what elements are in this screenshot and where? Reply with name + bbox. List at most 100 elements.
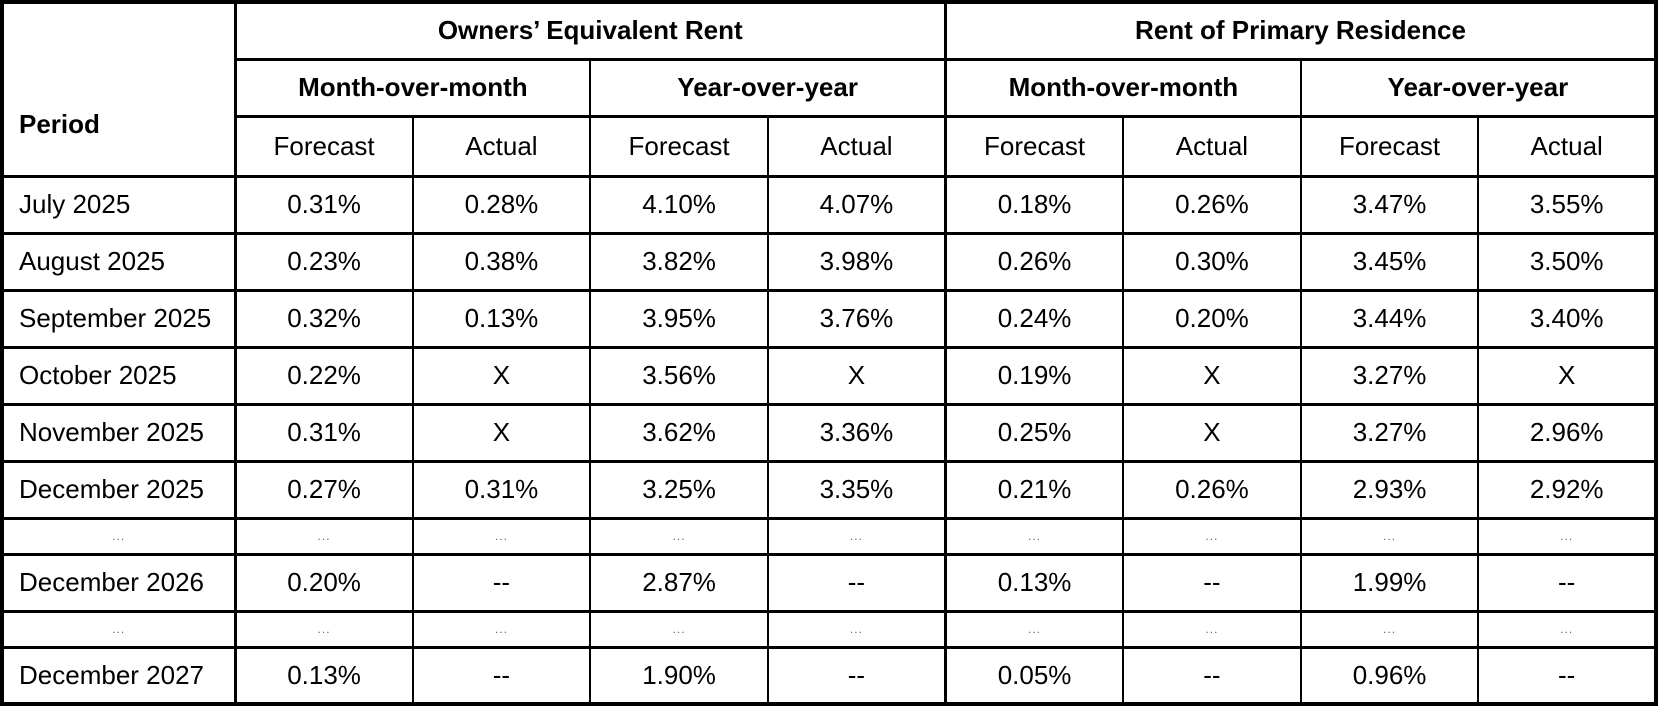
- value-cell: ...: [1122, 516, 1302, 556]
- measure-header-actual: Actual: [766, 114, 947, 178]
- value-cell: 3.56%: [589, 345, 769, 406]
- value-cell: 0.20%: [234, 552, 414, 613]
- value-cell: 3.98%: [766, 231, 947, 292]
- subgroup-header-oer-mom: Month-over-month: [233, 57, 592, 118]
- measure-header-forecast: Forecast: [589, 114, 769, 178]
- value-cell: ...: [411, 609, 592, 649]
- table-header: Period Owners’ Equivalent Rent Rent of P…: [1, 0, 1658, 178]
- period-cell: August 2025: [1, 231, 237, 292]
- value-cell: 2.87%: [589, 552, 769, 613]
- value-cell: 0.31%: [411, 459, 592, 520]
- value-cell: 2.96%: [1477, 402, 1657, 463]
- table-row: September 2025 0.32% 0.13% 3.95% 3.76% 0.24% 0…: [1, 288, 1657, 349]
- value-cell: 3.62%: [589, 402, 769, 463]
- value-cell: 0.24%: [944, 288, 1125, 349]
- value-cell: ...: [1122, 609, 1302, 649]
- value-cell: 0.31%: [234, 402, 414, 463]
- group-header-owners-equivalent-rent: Owners’ Equivalent Rent: [234, 0, 947, 61]
- table-row: December 2026 0.20% -- 2.87% -- 0.13% -- 1.99% -…: [1, 552, 1657, 613]
- value-cell: 4.07%: [766, 174, 947, 235]
- value-cell: ...: [1477, 516, 1657, 556]
- subgroup-header-oer-yoy: Year-over-year: [589, 57, 948, 118]
- measure-header-forecast: Forecast: [944, 114, 1125, 178]
- value-cell: ...: [234, 516, 414, 556]
- value-cell: X: [411, 402, 592, 463]
- measure-header-actual: Actual: [411, 114, 592, 178]
- value-cell: 0.30%: [1122, 231, 1302, 292]
- value-cell: 3.35%: [766, 459, 947, 520]
- value-cell: ...: [589, 609, 769, 649]
- value-cell: 0.13%: [411, 288, 592, 349]
- value-cell: 0.27%: [234, 459, 414, 520]
- value-cell: ...: [589, 516, 769, 556]
- table-row: August 2025 0.23% 0.38% 3.82% 3.98% 0.26% 0.30…: [1, 231, 1657, 292]
- value-cell: 3.36%: [766, 402, 947, 463]
- value-cell: ...: [234, 609, 414, 649]
- value-cell: 3.27%: [1299, 345, 1480, 406]
- value-cell: 3.47%: [1299, 174, 1480, 235]
- ellipsis-row: ...........................: [1, 609, 1657, 649]
- value-cell: ...: [411, 516, 592, 556]
- value-cell: 0.31%: [234, 174, 414, 235]
- value-cell: 2.92%: [1477, 459, 1657, 520]
- value-cell: X: [1122, 345, 1302, 406]
- table-body: July 2025 0.31% 0.28% 4.10% 4.07% 0.18% 0.26% 3…: [1, 174, 1657, 706]
- value-cell: 3.25%: [589, 459, 769, 520]
- table-row: July 2025 0.31% 0.28% 4.10% 4.07% 0.18% 0.26% 3…: [1, 174, 1657, 235]
- period-cell: ...: [1, 516, 237, 556]
- value-cell: 1.90%: [589, 645, 769, 706]
- value-cell: 0.22%: [234, 345, 414, 406]
- value-cell: 0.96%: [1299, 645, 1480, 706]
- period-cell: ...: [1, 609, 237, 649]
- value-cell: 3.55%: [1477, 174, 1657, 235]
- table-row: December 2027 0.13% -- 1.90% -- 0.05% -- 0.96% -…: [1, 645, 1657, 706]
- measure-header-row: Forecast Actual Forecast Actual Forecast…: [2, 114, 1657, 178]
- value-cell: X: [1122, 402, 1302, 463]
- value-cell: ...: [1477, 609, 1657, 649]
- value-cell: 0.26%: [1122, 459, 1302, 520]
- value-cell: 3.27%: [1299, 402, 1480, 463]
- period-cell: September 2025: [1, 288, 237, 349]
- value-cell: 3.82%: [589, 231, 769, 292]
- measure-header-forecast: Forecast: [234, 114, 414, 178]
- value-cell: 3.50%: [1477, 231, 1657, 292]
- subgroup-header-row: Month-over-month Year-over-year Month-ov…: [2, 57, 1658, 118]
- table-row: December 2025 0.27% 0.31% 3.25% 3.35% 0.21% 0.…: [1, 459, 1657, 520]
- value-cell: X: [1477, 345, 1657, 406]
- value-cell: --: [766, 645, 947, 706]
- group-header-row: Period Owners’ Equivalent Rent Rent of P…: [1, 0, 1657, 178]
- value-cell: 0.13%: [944, 552, 1125, 613]
- value-cell: 0.20%: [1122, 288, 1302, 349]
- value-cell: 3.95%: [589, 288, 769, 349]
- value-cell: 3.45%: [1299, 231, 1480, 292]
- value-cell: --: [766, 552, 947, 613]
- value-cell: ...: [766, 516, 947, 556]
- value-cell: 3.44%: [1299, 288, 1480, 349]
- value-cell: ...: [944, 609, 1125, 649]
- value-cell: 1.99%: [1299, 552, 1480, 613]
- value-cell: 0.38%: [411, 231, 592, 292]
- subgroup-header-rpr-mom: Month-over-month: [944, 57, 1302, 118]
- ellipsis-row: ...........................: [1, 516, 1657, 556]
- value-cell: ...: [766, 609, 947, 649]
- value-cell: 0.21%: [944, 459, 1125, 520]
- value-cell: 0.32%: [234, 288, 414, 349]
- period-cell: December 2026: [1, 552, 237, 613]
- measure-header-actual: Actual: [1122, 114, 1302, 178]
- value-cell: 0.28%: [411, 174, 592, 235]
- value-cell: ...: [944, 516, 1125, 556]
- value-cell: 0.23%: [234, 231, 414, 292]
- period-cell: July 2025: [1, 174, 237, 235]
- measure-header-actual: Actual: [1477, 114, 1657, 178]
- value-cell: 0.13%: [234, 645, 414, 706]
- value-cell: ...: [1299, 516, 1480, 556]
- value-cell: --: [1477, 552, 1657, 613]
- period-column-header: Period: [1, 0, 237, 178]
- value-cell: 0.26%: [1122, 174, 1302, 235]
- period-cell: December 2027: [1, 645, 237, 706]
- period-cell: October 2025: [1, 345, 237, 406]
- value-cell: --: [1122, 645, 1302, 706]
- value-cell: ...: [1299, 609, 1480, 649]
- value-cell: 2.93%: [1299, 459, 1480, 520]
